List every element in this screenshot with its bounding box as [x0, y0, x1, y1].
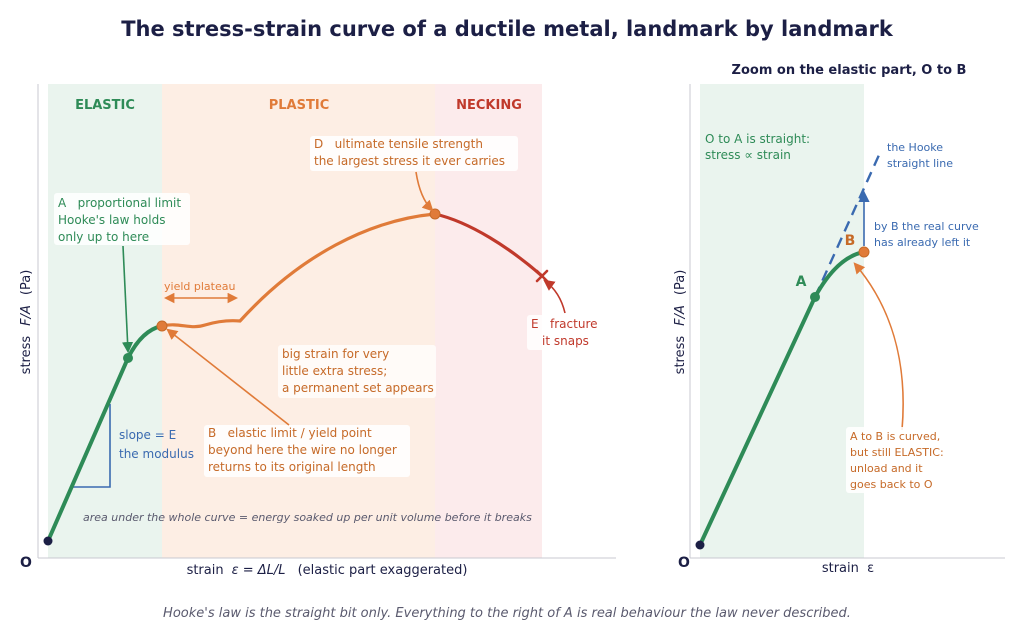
point-a-line3: only up to here	[58, 230, 149, 244]
figure-title: The stress-strain curve of a ductile met…	[121, 17, 894, 41]
slope-label-line1: slope = E	[119, 428, 176, 442]
left-x-label: strain ε = ΔL/L (elastic part exaggerated)	[187, 563, 468, 578]
right-ylabel-stress: stress	[673, 336, 688, 375]
fracture-x-marker	[535, 269, 549, 283]
right-y-label: stress F/A (Pa)	[673, 270, 688, 375]
zoom-point-a-marker	[810, 292, 820, 302]
svg-text:stressF/A(Pa): stress F/A (Pa)	[673, 270, 688, 375]
left-y-label: stress F/A (Pa)	[19, 270, 34, 375]
plastic-curve	[160, 212, 437, 329]
ab-note-line3: unload and it	[850, 462, 923, 475]
hooke-line-label1: the Hooke	[887, 141, 943, 154]
ab-note-line2: but still ELASTIC:	[850, 446, 944, 459]
region-elastic-label: ELASTIC	[75, 98, 135, 113]
footer-note: Hooke's law is the straight bit only. Ev…	[163, 606, 851, 621]
hooke-line	[813, 154, 881, 298]
svg-text:stressF/A(Pa): stress F/A (Pa)	[19, 270, 34, 375]
point-a-arrow	[121, 245, 134, 354]
origin-point	[43, 536, 53, 546]
left-ylabel-unit: (Pa)	[19, 270, 34, 295]
by-b-line2: has already left it	[874, 236, 971, 249]
oa-note-line2: stress ∝ strain	[705, 148, 791, 162]
zoom-origin-point	[695, 540, 705, 550]
zoom-title: Zoom on the elastic part, O to B	[732, 63, 967, 78]
point-e-line2: it snaps	[542, 334, 589, 348]
slope-triangle	[73, 404, 111, 488]
right-x-label: strain ε	[822, 561, 874, 576]
right-ylabel-unit: (Pa)	[673, 270, 688, 295]
point-d-box	[310, 136, 518, 171]
ab-note-arrow	[853, 262, 904, 431]
left-xlabel-note: (elastic part exaggerated)	[298, 563, 468, 578]
right-ylabel-fa: F/A	[673, 305, 688, 326]
right-origin-label: O	[678, 555, 690, 571]
point-d-arrow	[415, 171, 434, 212]
point-e-box	[527, 315, 603, 350]
point-e-line1: E fracture	[531, 317, 598, 331]
point-b-arrow	[166, 328, 290, 426]
point-a-line1: A proportional limit	[58, 196, 181, 210]
point-a-line2: Hooke's law holds	[58, 213, 165, 227]
point-a-marker	[123, 353, 133, 363]
ab-note-line1: A to B is curved,	[850, 430, 940, 443]
area-note: area under the whole curve = energy soak…	[83, 511, 532, 524]
zoom-label-a: A	[796, 274, 807, 290]
point-b-line1: B elastic limit / yield point	[208, 426, 372, 440]
region-plastic-label: PLASTIC	[269, 98, 329, 113]
left-ylabel-fa: F/A	[19, 305, 34, 326]
by-b-line1: by B the real curve	[874, 220, 979, 233]
big-strain-line1: big strain for very	[282, 347, 389, 361]
left-ylabel-stress: stress	[19, 336, 34, 375]
ab-note-line4: goes back to O	[850, 478, 933, 491]
big-strain-line2: little extra stress;	[282, 364, 387, 378]
region-necking-label: NECKING	[456, 98, 522, 113]
right-panel: Zoom on the elastic part, O to B O to A …	[673, 63, 1005, 576]
point-e-arrow	[543, 279, 566, 314]
point-a-box	[54, 193, 190, 245]
point-d-line2: the largest stress it ever carries	[314, 154, 505, 168]
elastic-band	[48, 84, 162, 558]
big-strain-line3: a permanent set appears	[282, 381, 434, 395]
left-panel: ELASTIC PLASTIC NECKING slope = E the mo…	[19, 84, 616, 578]
point-b-line3: returns to its original length	[208, 460, 376, 474]
point-b-box	[204, 425, 410, 477]
left-xlabel-formula: ε = ΔL/L	[232, 563, 286, 578]
left-origin-label: O	[20, 555, 32, 571]
zoom-elastic-band	[700, 84, 864, 558]
necking-curve	[433, 212, 544, 278]
oa-note-line1: O to A is straight:	[705, 132, 810, 146]
hooke-line-label2: straight line	[887, 157, 953, 170]
point-d-line1: D ultimate tensile strength	[314, 137, 483, 151]
big-strain-box	[278, 345, 436, 398]
zoom-point-b-marker	[858, 246, 870, 258]
left-xlabel-main: strain	[187, 563, 224, 578]
point-b-marker	[156, 320, 168, 332]
ab-note-box	[846, 427, 958, 493]
point-b-line2: beyond here the wire no longer	[208, 443, 397, 457]
yield-plateau-label: yield plateau	[164, 280, 235, 293]
slope-label-line2: the modulus	[119, 447, 194, 461]
zoom-label-b: B	[845, 233, 856, 249]
